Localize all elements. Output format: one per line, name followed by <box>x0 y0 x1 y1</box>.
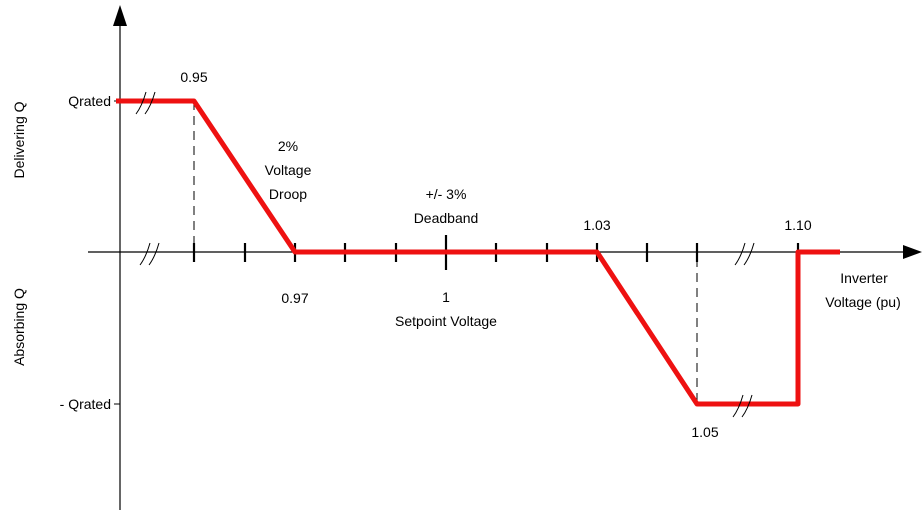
point-label-097: 0.97 <box>281 290 308 306</box>
droop-label-line2: Voltage <box>265 162 312 178</box>
droop-label-line1: 2% <box>278 138 298 154</box>
droop-label-line3: Droop <box>269 186 307 202</box>
point-label-110: 1.10 <box>784 217 811 233</box>
x-axis-label-line2: Voltage (pu) <box>825 294 901 310</box>
axis-break-marks <box>135 91 755 418</box>
y-tick-label-qrated: Qrated <box>68 93 111 109</box>
setpoint-voltage-label: Setpoint Voltage <box>395 313 497 329</box>
break-mark-q-lower <box>732 394 753 418</box>
y-axis-arrowhead <box>113 5 127 26</box>
break-mark-x-right <box>734 242 755 266</box>
point-label-095: 0.95 <box>180 69 207 85</box>
y-tick-label-neg-qrated: - Qrated <box>60 396 111 412</box>
y-axis-label-absorbing: Absorbing Q <box>11 288 27 366</box>
y-axis-label-delivering: Delivering Q <box>11 101 27 178</box>
point-label-103: 1.03 <box>583 217 610 233</box>
break-mark-q-upper <box>135 91 156 115</box>
point-label-1: 1 <box>442 289 450 305</box>
x-axis-label-line1: Inverter <box>840 270 888 286</box>
deadband-label-line1: +/- 3% <box>426 186 467 202</box>
deadband-label-line2: Deadband <box>414 210 479 226</box>
break-mark-x-left <box>139 242 160 266</box>
volt-var-curve <box>116 98 840 407</box>
point-label-105: 1.05 <box>691 424 718 440</box>
x-axis-arrowhead <box>903 245 922 259</box>
